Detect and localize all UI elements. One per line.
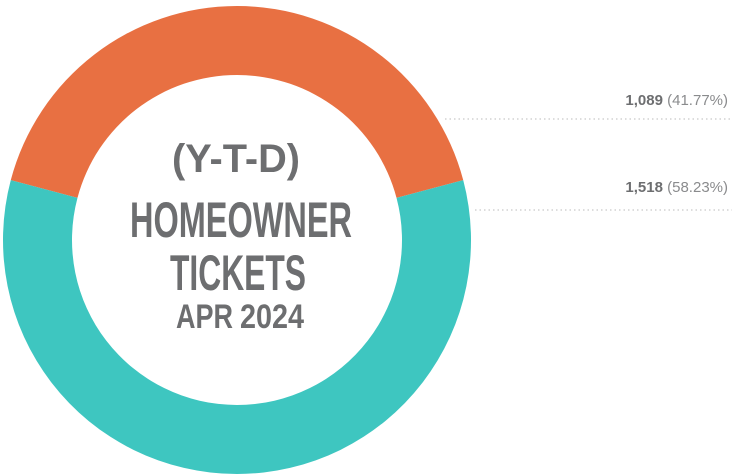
donut-segment (3, 180, 471, 474)
segment-label: 1,089 (41.77%) (625, 92, 728, 109)
percentage-label: (41.77%) (667, 92, 728, 109)
title-line: (Y-T-D) (172, 137, 300, 181)
title-line: HOMEOWNER (130, 192, 352, 248)
month: APR (176, 298, 233, 336)
donut (3, 5, 471, 474)
value-label: 1,518 (625, 179, 663, 196)
donut-segment (10, 5, 464, 198)
percentage-label: (58.23%) (667, 179, 728, 196)
value-label: 1,089 (625, 92, 663, 109)
title-line: TICKETS (170, 245, 306, 301)
segment-label: 1,518 (58.23%) (625, 179, 728, 196)
year: 2024 (240, 298, 304, 336)
